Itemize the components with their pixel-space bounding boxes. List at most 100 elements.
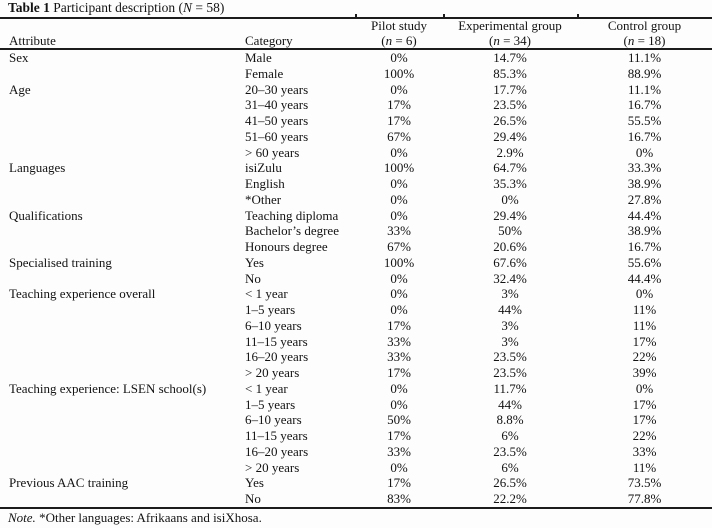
attribute-cell: Previous AAC training [9,475,129,491]
control-group-value-cell: 22% [632,349,657,365]
table-caption-n-symbol: N [183,0,193,15]
experimental-group-value-cell: 3% [501,286,519,302]
category-cell: > 60 years [245,144,300,160]
table-row: 6–10 years 50% 8.8% 17% [0,412,712,428]
category-cell: isiZulu [245,160,282,176]
control-group-value-cell: 16.7% [627,128,662,144]
column-divider-tick [443,14,445,19]
control-group-value-cell: 27.8% [627,191,662,207]
pilot-study-value-cell: 0% [390,286,408,302]
table-bottom-rule [0,507,712,509]
experimental-group-column-header: Experimental group (n = 34) [443,18,577,48]
pilot-study-value-cell: 0% [390,50,408,65]
header-divider-rule [0,48,712,50]
experimental-group-value-cell: 44% [498,302,522,317]
table-row: 16–20 years 33% 23.5% 33% [0,444,712,460]
pilot-study-value-cell: 0% [390,396,408,412]
control-group-value-cell: 11% [632,459,657,475]
category-cell: Yes [245,254,264,270]
category-cell: < 1 year [245,286,288,302]
control-group-n-line: (n = 18) [623,32,666,48]
experimental-group-value-cell: 3% [501,317,519,333]
pilot-study-n-line: (n = 6) [381,32,417,48]
experimental-group-value-cell: 6% [501,428,519,443]
experimental-group-value-cell: 23.5% [493,443,527,459]
category-cell: Yes [245,475,264,491]
experimental-group-value-cell: 29.4% [493,207,527,223]
pilot-study-value-cell: 0% [390,191,408,207]
table-row: Teaching experience overall < 1 year 0% … [0,286,712,302]
attribute-cell: Specialised training [9,254,112,270]
table-top-rule [0,14,712,19]
table-row: Previous AAC training Yes 17% 26.5% 73.5… [0,475,712,491]
control-group-value-cell: 17% [632,412,657,428]
category-cell: 11–15 years [245,428,308,443]
footnote-label: Note. [8,510,36,525]
experimental-group-value-cell: 8.8% [496,412,524,428]
category-cell: English [245,176,285,191]
control-group-value-cell: 33.3% [627,160,662,176]
category-cell: 11–15 years [245,333,308,349]
experimental-group-value-cell: 6% [501,459,519,475]
experimental-group-value-cell: 23.5% [493,349,527,365]
control-group-value-cell: 38.9% [627,176,662,191]
table-row: 1–5 years 0% 44% 11% [0,302,712,318]
experimental-group-value-cell: 20.6% [493,239,527,254]
table-row: Qualifications Teaching diploma 0% 29.4%… [0,208,712,224]
control-group-name: Control group [607,18,682,33]
column-divider-tick [355,14,357,19]
control-group-value-cell: 0% [635,144,654,160]
control-group-column-header: Control group (n = 18) [577,18,712,48]
experimental-group-value-cell: 23.5% [493,365,527,380]
category-cell: 6–10 years [245,317,302,333]
control-group-value-cell: 17% [632,396,657,412]
category-cell: 41–50 years [245,113,309,128]
category-cell: Teaching diploma [245,207,339,223]
experimental-group-value-cell: 22.2% [493,491,527,506]
table-caption-close: ) [219,0,225,15]
experimental-group-n-line: (n = 34) [488,32,532,48]
pilot-study-value-cell: 17% [387,428,411,443]
attribute-cell: Age [9,81,31,97]
attribute-cell: Languages [9,160,66,176]
control-group-value-cell: 22% [632,428,657,443]
pilot-study-group-name: Pilot study [371,18,427,33]
table-caption-label: Table 1 [8,0,50,15]
table-row: Sex Male 0% 14.7% 11.1% [0,50,712,66]
control-group-value-cell: 39% [632,365,657,380]
footnote-text: *Other languages: Afrikaans and isiXhosa… [35,510,262,525]
category-cell: No [245,491,261,506]
experimental-group-value-cell: 26.5% [493,113,527,128]
category-cell: 16–20 years [245,443,309,459]
table-row: Female 100% 85.3% 88.9% [0,66,712,82]
table-header: Attribute Category Pilot study (n = 6) E… [0,18,712,48]
control-group-value-cell: 11% [632,317,657,333]
table-row: *Other 0% 0% 27.8% [0,192,712,208]
category-cell: 51–60 years [245,128,309,144]
experimental-group-value-cell: 14.7% [493,50,527,65]
experimental-group-value-cell: 85.3% [493,65,527,81]
table-row: Age 20–30 years 0% 17.7% 11.1% [0,82,712,98]
control-group-value-cell: 44.4% [627,207,662,223]
pilot-study-value-cell: 33% [387,333,411,349]
category-cell: 6–10 years [245,412,302,428]
experimental-group-value-cell: 17.7% [493,81,527,97]
table-row: Bachelor’s degree 33% 50% 38.9% [0,223,712,239]
control-group-value-cell: 73.5% [627,475,662,491]
control-group-value-cell: 77.8% [627,491,662,506]
pilot-study-value-cell: 100% [383,65,415,81]
pilot-study-value-cell: 33% [387,349,411,365]
category-cell: > 20 years [245,365,300,380]
pilot-study-value-cell: 0% [390,81,408,97]
pilot-study-value-cell: 0% [390,144,408,160]
experimental-group-value-cell: 26.5% [493,475,527,491]
table-row: No 0% 32.4% 44.4% [0,271,712,287]
category-cell: Honours degree [245,239,328,254]
table-row: 51–60 years 67% 29.4% 16.7% [0,129,712,145]
control-group-value-cell: 0% [635,380,654,396]
column-divider-tick [577,14,579,19]
control-group-value-cell: 33% [632,443,657,459]
attribute-cell: Qualifications [9,207,83,223]
table-caption-n-value: 58 [206,0,220,15]
category-cell: 16–20 years [245,349,309,365]
